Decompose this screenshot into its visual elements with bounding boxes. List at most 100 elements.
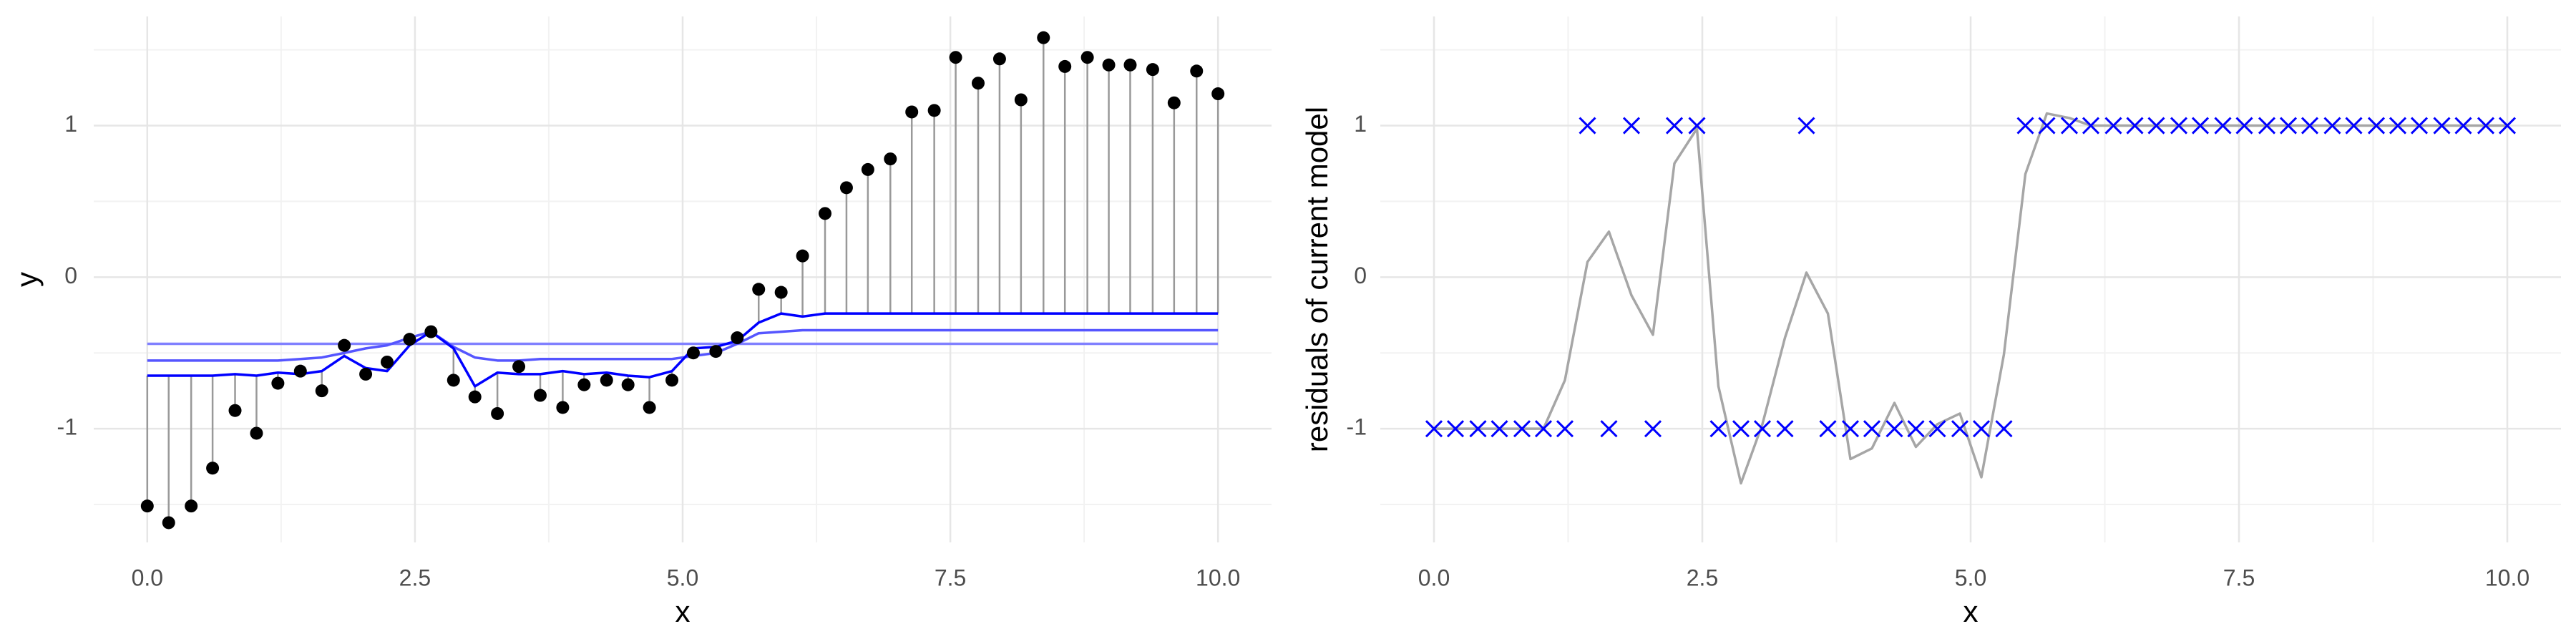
cross-marker [1446, 420, 1465, 438]
cross-marker [2258, 117, 2276, 135]
point [949, 51, 962, 64]
x-axis-title: x [1963, 595, 1979, 628]
x-tick-label: 10.0 [2485, 565, 2529, 590]
x-tick-label: 0.0 [132, 565, 163, 590]
cross-marker [2060, 117, 2079, 135]
y-tick-label: 0 [1354, 263, 1367, 288]
point [796, 249, 809, 263]
x-tick-label: 2.5 [399, 565, 431, 590]
point [424, 325, 438, 338]
x-tick-label: 5.0 [667, 565, 698, 590]
panel: 0.0 2.5 5.0 7.5 10.0 -1 0 1 x residuals of curren… [1300, 16, 2561, 628]
cross-marker [2104, 117, 2122, 135]
cross-marker [2410, 117, 2429, 135]
point [185, 499, 198, 513]
cross-marker [2191, 117, 2210, 135]
cross-marker [1797, 117, 1815, 135]
point [927, 104, 941, 117]
line [147, 328, 1219, 362]
panel: 0.0 2.5 5.0 7.5 10.0 -1 0 1 x y [10, 16, 1272, 628]
point [600, 374, 613, 387]
x-tick-label: 2.5 [1687, 565, 1718, 590]
x-tick-label: 7.5 [2223, 565, 2255, 590]
point [665, 374, 679, 387]
cross-marker [1622, 117, 1641, 135]
cross-marker [2498, 117, 2517, 135]
cross-marker [1885, 420, 1903, 438]
cross-marker [2367, 117, 2386, 135]
cross-marker [1907, 420, 1925, 438]
point [338, 338, 351, 352]
point [752, 283, 766, 296]
cross-marker [2454, 117, 2472, 135]
point [468, 390, 482, 404]
cross-marker [1863, 420, 1881, 438]
point [403, 333, 416, 346]
cross-marker [1644, 420, 1662, 438]
cross-marker [1732, 420, 1750, 438]
cross-marker [1928, 420, 1946, 438]
point [1123, 58, 1137, 72]
y-tick-label: -1 [57, 414, 77, 440]
y-axis-title: y [10, 272, 44, 287]
cross-marker [1709, 420, 1727, 438]
x-tick-label: 0.0 [1418, 565, 1450, 590]
cross-marker [2477, 117, 2495, 135]
cross-marker [1556, 420, 1574, 438]
point [819, 207, 832, 220]
point [140, 499, 154, 513]
x-tick-label: 10.0 [1196, 565, 1240, 590]
point [206, 462, 220, 475]
point [731, 331, 744, 345]
point [1102, 58, 1116, 72]
cross-marker [1534, 420, 1553, 438]
point [971, 77, 985, 90]
point [1190, 64, 1204, 78]
point [643, 401, 656, 414]
line [1434, 112, 2507, 485]
cross-marker [2082, 117, 2100, 135]
point [1167, 96, 1181, 109]
point [250, 426, 263, 440]
cross-marker [2323, 117, 2341, 135]
point [905, 105, 919, 119]
cross-marker [2126, 117, 2144, 135]
point [1080, 51, 1094, 64]
cross-marker [1995, 420, 2013, 438]
x-tick-label: 5.0 [1955, 565, 1986, 590]
cross-marker [2389, 117, 2407, 135]
point [512, 360, 526, 374]
point [556, 401, 570, 414]
cross-marker [1579, 117, 1596, 135]
cross-marker [2301, 117, 2319, 135]
cross-marker [1841, 420, 1860, 438]
point [577, 378, 591, 391]
point [447, 374, 460, 387]
cross-marker [1469, 420, 1487, 438]
cross-marker [1665, 117, 1684, 135]
point [381, 355, 394, 369]
cross-marker [1513, 420, 1531, 438]
y-tick-label: 1 [64, 111, 77, 137]
point [1037, 31, 1050, 44]
cross-marker [1819, 420, 1837, 438]
cross-marker [2235, 117, 2253, 135]
cross-marker [2170, 117, 2188, 135]
y-axis-title: residuals of current model [1300, 107, 1334, 452]
point [228, 404, 242, 417]
x-tick-label: 7.5 [935, 565, 966, 590]
cross-marker [1951, 420, 1969, 438]
x-axis-title: x [675, 595, 691, 628]
point [162, 516, 175, 530]
cross-marker [2345, 117, 2363, 135]
point [686, 346, 700, 360]
point [359, 367, 373, 381]
point [1146, 63, 1159, 77]
point [839, 181, 853, 195]
point [315, 384, 328, 398]
y-tick-label: 0 [64, 263, 77, 288]
point [293, 364, 307, 378]
point [271, 376, 285, 390]
cross-marker [1600, 420, 1618, 438]
